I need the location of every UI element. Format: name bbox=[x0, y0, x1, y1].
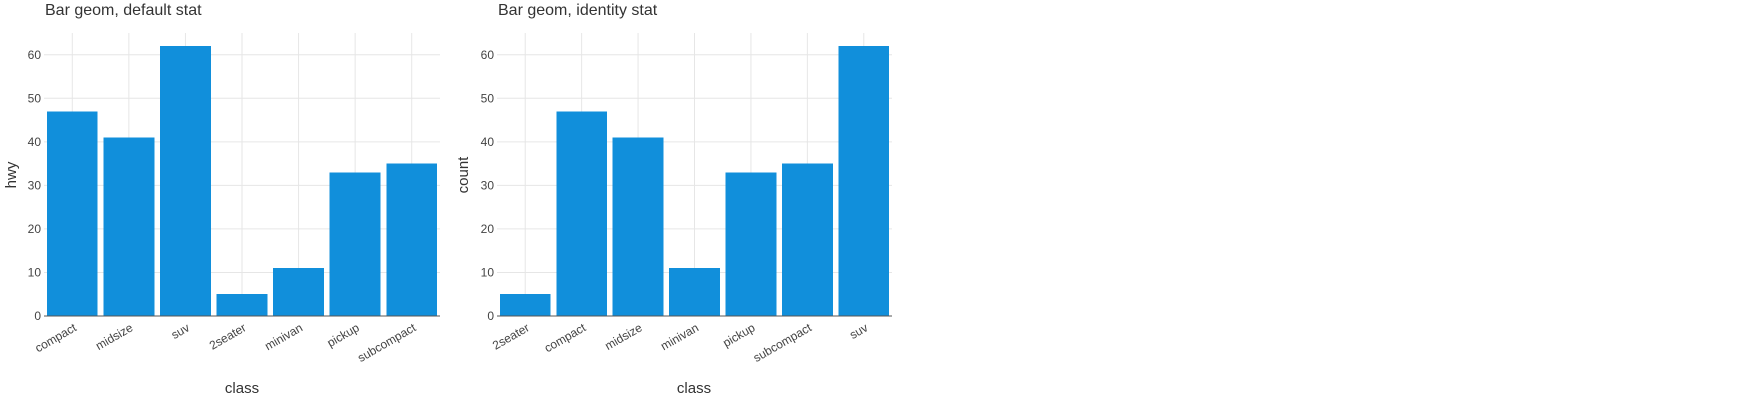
bar-midsize bbox=[612, 137, 664, 316]
panel-title: Bar geom, default stat bbox=[45, 2, 202, 19]
x-tick-label: subcompact bbox=[751, 320, 815, 365]
y-tick-label: 30 bbox=[28, 178, 42, 192]
x-tick-labels: compact midsize suv 2seater minivan pickupsub… bbox=[33, 320, 419, 365]
x-axis-title: class bbox=[677, 380, 711, 397]
y-tick-label: 20 bbox=[481, 222, 495, 236]
bars bbox=[46, 46, 438, 317]
x-tick-label: suv bbox=[169, 320, 192, 341]
bar-subcompact bbox=[781, 163, 833, 316]
y-axis-title: hwy bbox=[3, 161, 20, 188]
bar-pickup bbox=[329, 172, 381, 316]
x-tick-label: 2seater bbox=[490, 320, 532, 352]
x-tick-label: midsize bbox=[93, 320, 136, 353]
x-tick-label: midsize bbox=[602, 320, 645, 353]
y-tick-label: 30 bbox=[481, 178, 495, 192]
x-tick-label: pickup bbox=[720, 320, 757, 350]
panel-default-stat: Bar geom, default stat 0 10 20 30 40 50 60 com… bbox=[3, 2, 440, 397]
x-tick-label: pickup bbox=[325, 320, 362, 350]
y-tick-label: 10 bbox=[28, 265, 42, 279]
y-axis-title: count bbox=[455, 156, 472, 194]
x-axis-title: class bbox=[225, 380, 259, 397]
y-tick-label: 60 bbox=[28, 48, 42, 62]
y-tick-label: 40 bbox=[28, 135, 42, 149]
bar-minivan bbox=[669, 268, 720, 316]
bar-2seater bbox=[499, 294, 551, 316]
bar-2seater bbox=[216, 294, 268, 316]
y-tick-label: 0 bbox=[487, 309, 494, 323]
bar-suv bbox=[159, 46, 211, 317]
y-tick-label: 0 bbox=[34, 309, 41, 323]
bar-compact bbox=[46, 111, 98, 316]
x-tick-label: suv bbox=[847, 320, 870, 341]
bars bbox=[499, 46, 890, 317]
panel-identity-stat: Bar geom, identity stat 0 10 20 30 40 50 60 2s… bbox=[455, 2, 892, 397]
y-tick-label: 40 bbox=[481, 135, 495, 149]
x-tick-label: 2seater bbox=[207, 320, 249, 352]
y-tick-labels: 0 10 20 30 40 50 60 bbox=[28, 48, 42, 323]
x-tick-label: minivan bbox=[262, 320, 305, 353]
bar-compact bbox=[556, 111, 608, 316]
y-tick-label: 10 bbox=[481, 265, 495, 279]
bar-pickup bbox=[725, 172, 777, 316]
y-tick-label: 20 bbox=[28, 222, 42, 236]
x-tick-label: compact bbox=[542, 320, 589, 355]
y-tick-label: 60 bbox=[481, 48, 495, 62]
x-tick-label: minivan bbox=[658, 320, 701, 353]
y-tick-labels: 0 10 20 30 40 50 60 bbox=[481, 48, 495, 323]
x-tick-label: compact bbox=[33, 320, 80, 355]
y-tick-label: 50 bbox=[28, 91, 42, 105]
bar-minivan bbox=[273, 268, 325, 316]
y-tick-label: 50 bbox=[481, 91, 495, 105]
bar-suv bbox=[838, 46, 890, 317]
x-tick-labels: 2seater compact midsize minivan pickupsubcom… bbox=[490, 320, 870, 365]
bar-midsize bbox=[103, 137, 155, 316]
bar-subcompact bbox=[386, 163, 438, 316]
panel-title: Bar geom, identity stat bbox=[498, 2, 658, 19]
x-tick-label: subcompact bbox=[355, 320, 419, 365]
